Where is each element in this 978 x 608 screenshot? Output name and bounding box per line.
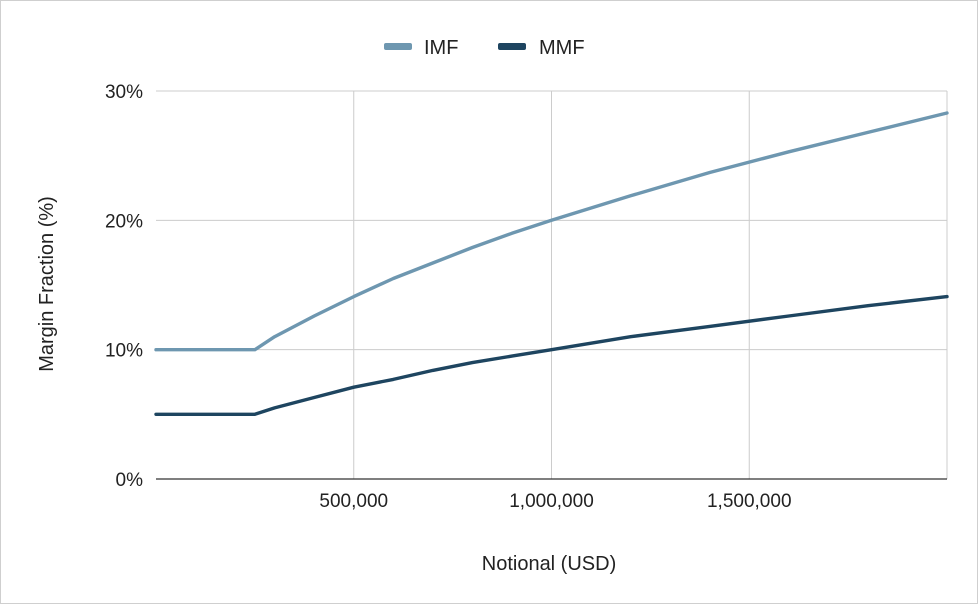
series-line-imf [154, 111, 949, 352]
series-line-mmf [154, 294, 949, 416]
x-tick-label: 1,000,000 [509, 491, 594, 512]
x-axis-title: Notional (USD) [482, 553, 616, 575]
x-tick-label: 500,000 [319, 491, 388, 512]
y-tick-label: 0% [116, 470, 144, 491]
legend-swatch-mmf [498, 43, 526, 50]
gridlines [156, 90, 948, 479]
x-tick-label: 1,500,000 [707, 491, 792, 512]
series-lines [154, 111, 949, 416]
y-tick-label: 20% [105, 211, 143, 232]
legend-label-mmf: MMF [539, 37, 585, 59]
legend-swatch-imf [384, 43, 412, 50]
y-tick-label: 10% [105, 341, 143, 362]
legend: IMF MMF [384, 37, 585, 59]
y-axis-title: Margin Fraction (%) [36, 196, 58, 372]
y-tick-label: 30% [105, 82, 143, 103]
tick-labels: 0% 10% 20% 30% 500,000 1,000,000 1,500,000 [105, 82, 792, 512]
legend-label-imf: IMF [424, 37, 458, 59]
